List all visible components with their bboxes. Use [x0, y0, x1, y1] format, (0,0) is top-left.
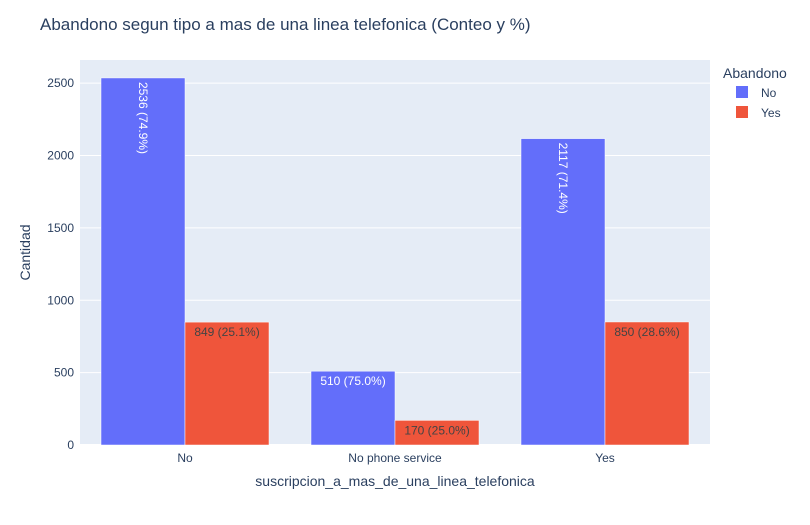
- legend-swatch-no: [736, 86, 748, 98]
- legend-label-yes: Yes: [761, 106, 781, 120]
- bar[interactable]: [100, 77, 186, 446]
- bar-data-label: 510 (75.0%): [320, 374, 385, 388]
- bar-labels: 2536 (74.9%) 849 (25.1%) 510 (75.0%) 170 (2…: [136, 82, 680, 437]
- y-tick-label: 1000: [47, 293, 74, 307]
- legend-label-no: No: [761, 86, 777, 100]
- y-tick-label: 500: [54, 366, 74, 380]
- bar[interactable]: [520, 138, 606, 446]
- bar[interactable]: [310, 370, 396, 446]
- x-axis-ticks: No No phone service Yes: [177, 451, 614, 465]
- bar-data-label: 850 (28.6%): [614, 325, 679, 339]
- bars: [100, 77, 690, 446]
- y-tick-label: 0: [67, 438, 74, 452]
- legend-item-no[interactable]: No: [736, 86, 777, 100]
- legend-swatch-yes: [736, 106, 748, 118]
- x-tick-label: Yes: [595, 451, 615, 465]
- x-tick-label: No phone service: [348, 451, 442, 465]
- y-tick-label: 2000: [47, 149, 74, 163]
- bar[interactable]: [184, 321, 270, 446]
- bar-data-label: 849 (25.1%): [194, 325, 259, 339]
- bar[interactable]: [394, 420, 480, 446]
- legend-title: Abandono: [723, 65, 787, 81]
- y-axis-ticks: 0 500 1000 1500 2000 2500: [47, 76, 74, 452]
- legend-item-yes[interactable]: Yes: [736, 106, 781, 120]
- y-tick-label: 2500: [47, 76, 74, 90]
- x-axis-title: suscripcion_a_mas_de_una_linea_telefonic…: [255, 473, 535, 489]
- bar-data-label: 170 (25.0%): [404, 423, 469, 437]
- legend: Abandono No Yes: [723, 65, 787, 120]
- bar[interactable]: [604, 321, 690, 446]
- y-axis-title: Cantidad: [17, 224, 33, 280]
- x-tick-label: No: [177, 451, 193, 465]
- chart-title: Abandono segun tipo a mas de una linea t…: [40, 15, 531, 34]
- bar-data-label: 2536 (74.9%): [136, 82, 150, 154]
- bar-data-label: 2117 (71.4%): [556, 143, 570, 214]
- y-tick-label: 1500: [47, 221, 74, 235]
